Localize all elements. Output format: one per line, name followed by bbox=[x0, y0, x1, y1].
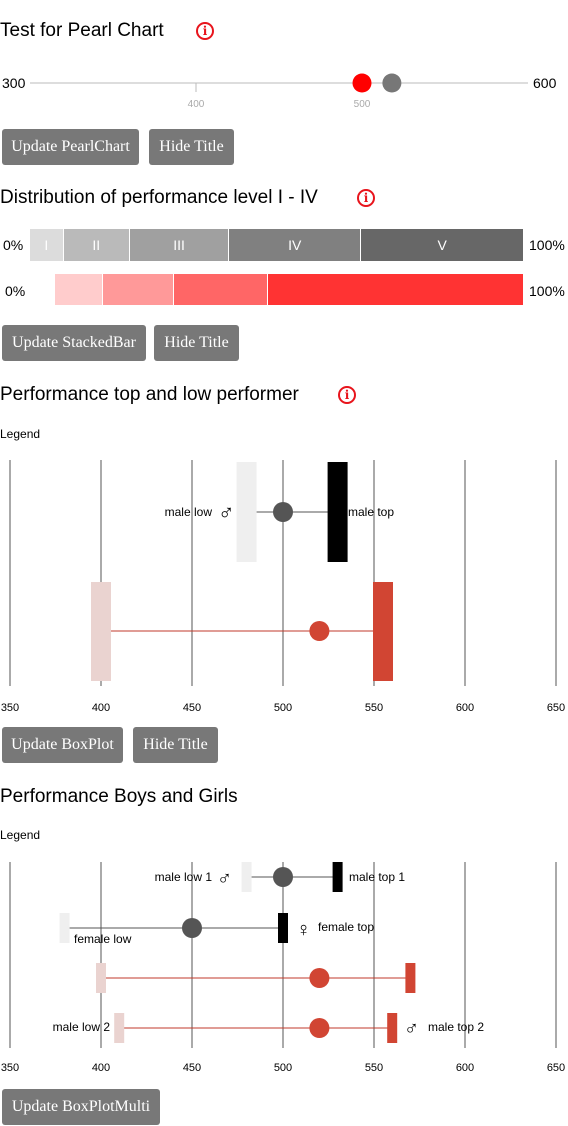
male-top-label: male top bbox=[348, 505, 394, 519]
axis-tick-label: 550 bbox=[365, 1062, 383, 1074]
row-low-label: male low 2 bbox=[53, 1020, 111, 1034]
stacked-bar-segment bbox=[267, 274, 523, 305]
low-performer-box bbox=[114, 1013, 125, 1043]
top-performer-box bbox=[332, 862, 343, 892]
top-performer-box bbox=[373, 582, 393, 681]
axis-tick-label: 400 bbox=[92, 1062, 110, 1074]
pearl-tick-label: 500 bbox=[354, 99, 371, 110]
axis-tick-label: 500 bbox=[274, 702, 292, 714]
update-boxplot-button[interactable]: Update BoxPlot bbox=[2, 727, 123, 763]
stacked-bar-1: I II III IV V bbox=[30, 229, 523, 261]
distribution-title: Distribution of performance level I - IV bbox=[0, 187, 318, 208]
stacked-bar-segment bbox=[55, 274, 103, 305]
hide-title-button[interactable]: Hide Title bbox=[154, 325, 239, 361]
axis-tick-label: 350 bbox=[1, 702, 19, 714]
info-icon[interactable]: i bbox=[196, 22, 214, 40]
hide-title-button[interactable]: Hide Title bbox=[149, 129, 234, 165]
boxplot-chart: 350 400 450 500 550 600 650 male low ♂ male top bbox=[1, 460, 565, 714]
stacked-bar-2 bbox=[55, 274, 523, 305]
boxplot-multi-legend: Legend bbox=[0, 828, 41, 842]
axis-tick-label: 600 bbox=[456, 1062, 474, 1074]
axis-tick-label: 500 bbox=[274, 1062, 292, 1074]
axis-tick-label: 450 bbox=[183, 1062, 201, 1074]
axis-tick-label: 600 bbox=[456, 702, 474, 714]
axis-tick-label: 450 bbox=[183, 702, 201, 714]
pearl-grey-point bbox=[382, 73, 402, 93]
bar2-right-label: 100% bbox=[529, 283, 565, 299]
axis-tick-label: 400 bbox=[92, 702, 110, 714]
bar1-left-label: 0% bbox=[3, 237, 24, 253]
mean-point bbox=[309, 1018, 330, 1038]
stacked-bar-segment: I bbox=[30, 229, 63, 261]
axis-tick-label: 650 bbox=[547, 1062, 565, 1074]
row-top-label: female top bbox=[318, 920, 374, 934]
stacked-bar-segment: III bbox=[129, 229, 229, 261]
mean-point bbox=[273, 502, 293, 522]
axis-tick-label: 350 bbox=[1, 1062, 19, 1074]
row-low-label: female low bbox=[74, 932, 132, 946]
info-icon[interactable]: i bbox=[338, 386, 356, 404]
row-top-label: male top 1 bbox=[349, 870, 405, 884]
mean-point bbox=[309, 968, 330, 988]
boxplot-title: Performance top and low performer bbox=[0, 384, 299, 405]
pearl-min-label: 300 bbox=[2, 75, 26, 91]
female-symbol-icon: ♀ bbox=[296, 919, 311, 941]
bar1-right-label: 100% bbox=[529, 237, 565, 253]
stacked-bar-segment bbox=[102, 274, 173, 305]
male-low-label: male low bbox=[165, 505, 213, 519]
male-symbol-icon: ♂ bbox=[218, 500, 235, 525]
stacked-bar-segment bbox=[172, 274, 268, 305]
axis-tick-label: 550 bbox=[365, 702, 383, 714]
top-performer-box bbox=[278, 913, 288, 943]
pearl-max-label: 600 bbox=[533, 75, 557, 91]
stacked-bar-segment: IV bbox=[228, 229, 361, 261]
row-top-label: male top 2 bbox=[428, 1020, 484, 1034]
low-performer-box bbox=[59, 913, 70, 943]
male-symbol-icon: ♂ bbox=[217, 868, 232, 890]
pearl-chart: 400 500 bbox=[30, 73, 528, 110]
update-pearlchart-button[interactable]: Update PearlChart bbox=[2, 129, 139, 165]
row-low-label: male low 1 bbox=[155, 870, 213, 884]
low-performer-box bbox=[236, 462, 257, 562]
boxplot-multi-chart: 350 400 450 500 550 600 650 male low 1 ♂ male top… bbox=[1, 862, 565, 1074]
low-performer-box bbox=[96, 963, 106, 993]
low-performer-box bbox=[241, 862, 252, 892]
boxplot-multi-title: Performance Boys and Girls bbox=[0, 786, 238, 807]
top-performer-box bbox=[387, 1013, 398, 1043]
pearl-chart-title: Test for Pearl Chart bbox=[0, 20, 164, 41]
update-stackedbar-button[interactable]: Update StackedBar bbox=[2, 325, 146, 361]
hide-title-button[interactable]: Hide Title bbox=[133, 727, 218, 763]
info-icon[interactable]: i bbox=[357, 189, 375, 207]
mean-point bbox=[273, 867, 293, 887]
mean-point bbox=[309, 621, 330, 641]
boxplot-legend: Legend bbox=[0, 427, 41, 441]
bar2-left-label: 0% bbox=[5, 283, 26, 299]
top-performer-box bbox=[405, 963, 416, 993]
pearl-red-point bbox=[352, 73, 372, 93]
axis-tick-label: 650 bbox=[547, 702, 565, 714]
male-symbol-icon: ♂ bbox=[404, 1018, 419, 1040]
low-performer-box bbox=[91, 582, 111, 681]
stacked-bar-segment: II bbox=[62, 229, 130, 261]
top-performer-box bbox=[327, 462, 348, 562]
stacked-bar-segment: V bbox=[360, 229, 523, 261]
update-boxplotmulti-button[interactable]: Update BoxPlotMulti bbox=[2, 1089, 160, 1125]
pearl-tick-label: 400 bbox=[188, 99, 205, 110]
mean-point bbox=[182, 918, 202, 938]
